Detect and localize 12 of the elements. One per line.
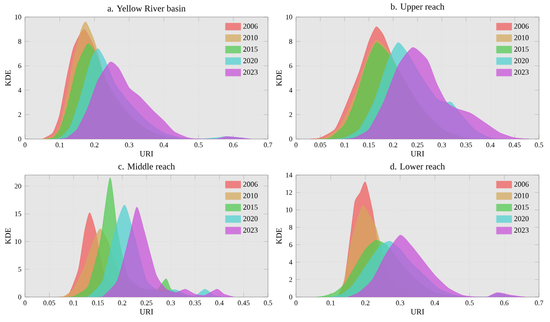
chart-title: a. Yellow River basin xyxy=(108,5,186,12)
y-axis-title: KDE xyxy=(5,70,11,86)
x-axis-title: URI xyxy=(410,151,424,156)
x-axis-title: URI xyxy=(140,309,154,314)
chart-title: d. Lower reach xyxy=(390,163,445,170)
y-axis-title: KDE xyxy=(276,228,282,244)
chart-title: c. Middle reach xyxy=(118,163,175,170)
y-axis-title: KDE xyxy=(276,70,282,86)
chart-title: b. Upper reach xyxy=(390,3,444,12)
x-axis-title: URI xyxy=(410,309,424,314)
x-axis-title: URI xyxy=(140,151,154,156)
y-axis-title: KDE xyxy=(5,228,11,244)
